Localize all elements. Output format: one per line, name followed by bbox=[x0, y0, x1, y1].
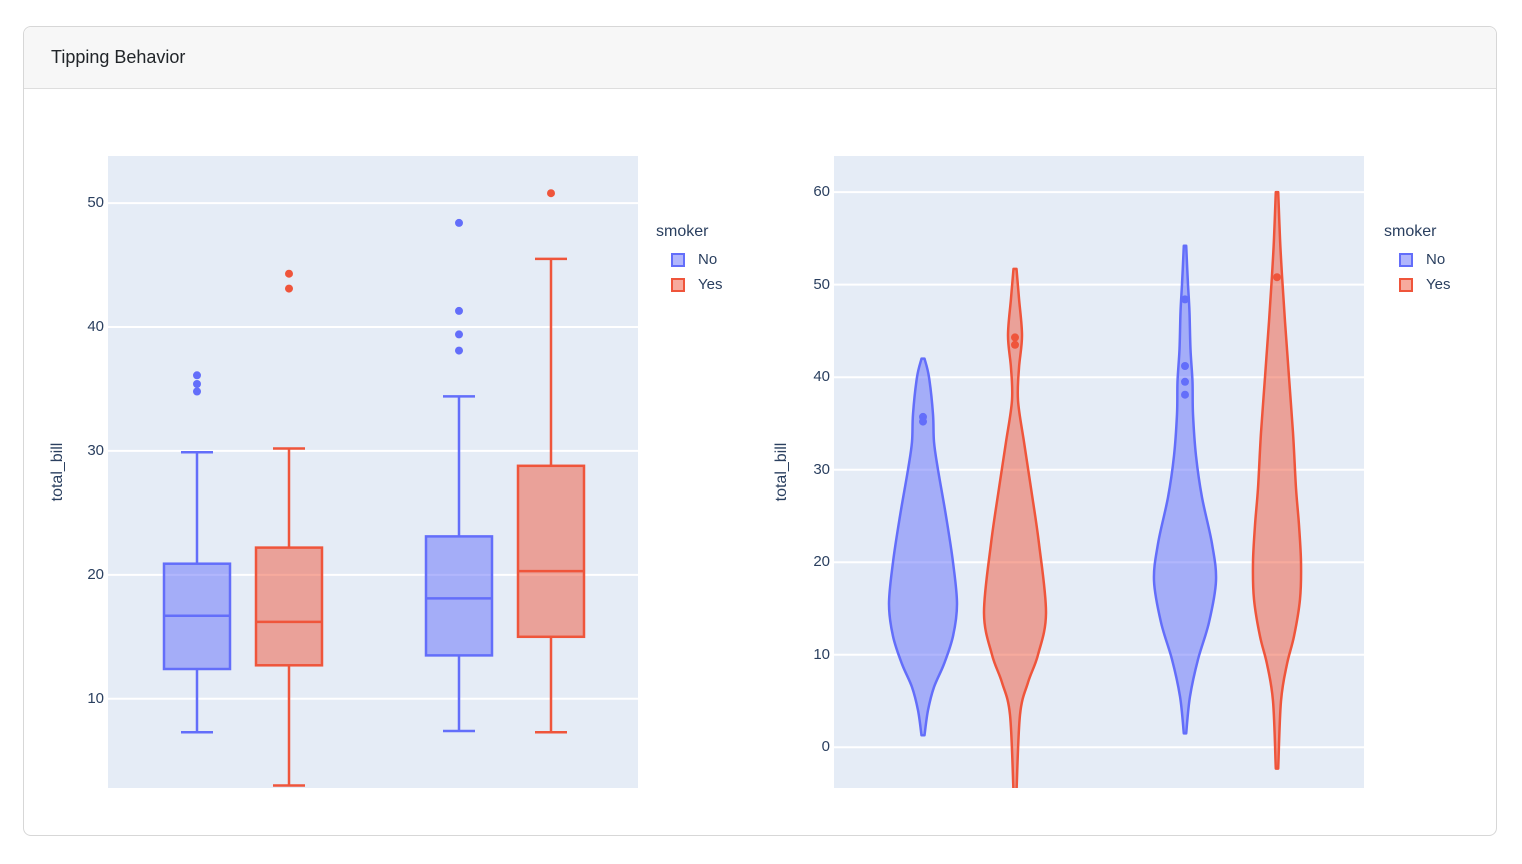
outlier-point bbox=[455, 306, 463, 315]
legend-item-label: No bbox=[1426, 251, 1446, 268]
y-tick-label: 60 bbox=[813, 183, 830, 201]
legend-item-yes[interactable]: Yes bbox=[656, 272, 722, 297]
whisker-line bbox=[443, 395, 475, 733]
violin-point bbox=[1011, 333, 1019, 342]
legend-item-no[interactable]: No bbox=[656, 247, 722, 272]
y-tick-label: 10 bbox=[813, 645, 830, 663]
legend-swatch-icon bbox=[1399, 277, 1413, 292]
y-tick-label: 20 bbox=[87, 565, 104, 583]
box-rect bbox=[254, 546, 324, 667]
y-tick-label: 50 bbox=[87, 194, 104, 212]
whisker-line bbox=[273, 447, 305, 787]
outlier-point bbox=[285, 284, 293, 293]
card-header: Tipping Behavior bbox=[24, 27, 1496, 89]
box-rect bbox=[516, 464, 586, 639]
outlier-point bbox=[455, 346, 463, 355]
violin-shape bbox=[982, 267, 1048, 788]
legend-swatch-icon bbox=[1399, 252, 1413, 267]
violin-yes-group-2[interactable] bbox=[1251, 190, 1303, 770]
outlier-point bbox=[455, 218, 463, 227]
outlier-point bbox=[193, 380, 201, 388]
legend-swatch-icon bbox=[671, 277, 685, 292]
y-tick-label: 50 bbox=[813, 275, 830, 293]
box-no-group-2[interactable] bbox=[424, 218, 494, 733]
outlier-point bbox=[193, 371, 201, 380]
y-tick-label: 30 bbox=[87, 441, 104, 459]
violin-point bbox=[1181, 362, 1189, 370]
legend-item-label: Yes bbox=[1426, 276, 1451, 293]
outlier-point bbox=[547, 189, 555, 198]
outlier-point bbox=[193, 387, 201, 396]
violin-shape bbox=[1251, 190, 1303, 770]
legend-title: smoker bbox=[1384, 223, 1437, 240]
violin-point bbox=[1273, 273, 1281, 282]
y-tick-label: 20 bbox=[813, 553, 830, 571]
box-no-group-1[interactable] bbox=[162, 371, 232, 734]
page-title: Tipping Behavior bbox=[51, 47, 186, 67]
legend-item-label: No bbox=[698, 251, 718, 268]
legend: smoker No Yes bbox=[656, 221, 722, 297]
chart-card: Tipping Behavior total_bill 10 20 30 40 50 smo… bbox=[23, 26, 1497, 836]
outlier-point bbox=[455, 330, 463, 339]
legend-swatch-icon bbox=[671, 252, 685, 267]
violin-shape bbox=[887, 357, 959, 737]
chart-canvas: total_bill 10 20 30 40 50 smoker No Yes total_bil… bbox=[24, 89, 1496, 835]
violin-shape bbox=[1152, 244, 1218, 735]
violin-point bbox=[1181, 377, 1189, 386]
box-yes-group-2[interactable] bbox=[516, 189, 586, 734]
whisker-line bbox=[535, 257, 567, 734]
legend-item-yes[interactable]: Yes bbox=[1384, 272, 1450, 297]
y-axis-title: total_bill bbox=[49, 442, 66, 502]
violin-no-group-1[interactable] bbox=[887, 357, 959, 737]
y-tick-label: 0 bbox=[821, 738, 830, 756]
violin-no-group-2[interactable] bbox=[1152, 244, 1218, 735]
y-tick-label: 40 bbox=[87, 318, 104, 335]
legend-item-label: Yes bbox=[698, 276, 723, 293]
violin-point bbox=[1011, 340, 1019, 349]
legend-title: smoker bbox=[656, 223, 709, 240]
box-rect bbox=[424, 535, 494, 657]
whisker-line bbox=[181, 450, 213, 734]
violin-plot-area[interactable] bbox=[834, 156, 1364, 788]
box-plot-area[interactable] bbox=[108, 156, 638, 788]
outlier-point bbox=[285, 269, 293, 278]
legend-item-no[interactable]: No bbox=[1384, 247, 1450, 272]
violin-yes-group-1[interactable] bbox=[982, 267, 1048, 788]
legend: smoker No Yes bbox=[1384, 221, 1450, 297]
violin-point bbox=[1181, 390, 1189, 399]
violin-point bbox=[1181, 295, 1189, 304]
y-tick-label: 40 bbox=[813, 368, 830, 386]
y-tick-label: 10 bbox=[87, 689, 104, 707]
violin-point bbox=[919, 417, 927, 426]
y-tick-label: 30 bbox=[813, 460, 830, 478]
box-yes-group-1[interactable] bbox=[254, 269, 324, 787]
